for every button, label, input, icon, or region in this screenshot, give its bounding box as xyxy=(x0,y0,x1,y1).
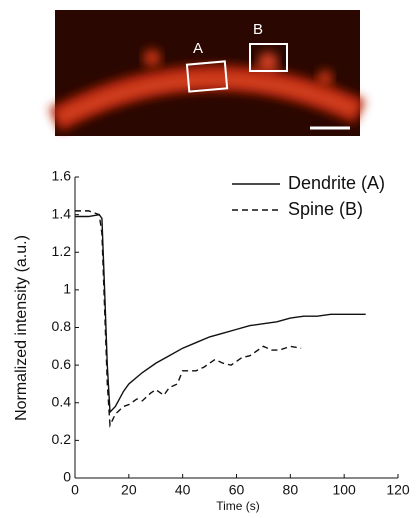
series-line xyxy=(75,213,366,414)
y-tick-label: 1.4 xyxy=(52,205,72,221)
y-tick-label: 0.6 xyxy=(52,356,72,372)
x-tick-label: 100 xyxy=(332,482,356,498)
legend-label: Dendrite (A) xyxy=(288,173,385,193)
y-tick-label: 0.4 xyxy=(52,393,72,409)
micrograph: A B xyxy=(48,10,366,136)
legend-label: Spine (B) xyxy=(288,199,363,219)
y-tick-label: 1.6 xyxy=(52,168,72,184)
x-axis-label: Time (s) xyxy=(216,499,260,513)
x-tick-label: 120 xyxy=(386,482,410,498)
x-tick-label: 0 xyxy=(71,482,79,498)
y-axis-label: Normalized intensity (a.u.) xyxy=(13,235,30,421)
x-tick-label: 40 xyxy=(175,482,191,498)
x-tick-label: 20 xyxy=(121,482,137,498)
series-line xyxy=(75,210,302,429)
region-label: A xyxy=(193,40,203,57)
y-tick-label: 0 xyxy=(63,469,71,485)
x-tick-label: 80 xyxy=(283,482,299,498)
y-tick-label: 1.2 xyxy=(52,243,72,259)
region-label: B xyxy=(253,21,263,38)
y-tick-label: 0.2 xyxy=(52,431,72,447)
x-tick-label: 60 xyxy=(229,482,245,498)
y-tick-label: 1 xyxy=(63,281,71,297)
y-tick-label: 0.8 xyxy=(52,318,72,334)
